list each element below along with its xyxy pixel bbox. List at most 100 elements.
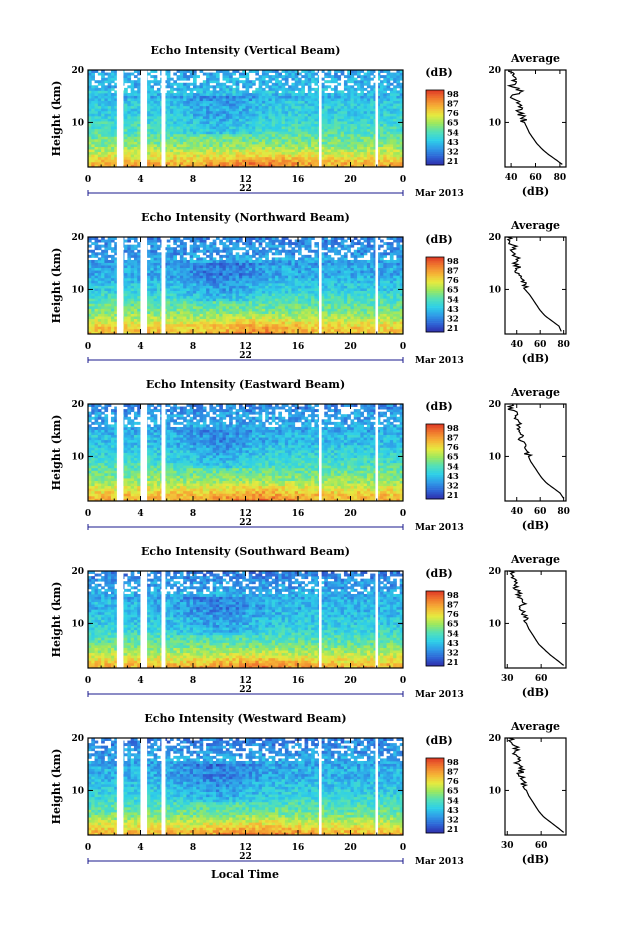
heatmap-cell xyxy=(124,110,128,114)
heatmap-cell xyxy=(209,146,214,150)
heatmap-cell xyxy=(114,100,118,104)
heatmap-cell xyxy=(389,131,394,135)
heatmap-cell xyxy=(130,110,135,114)
heatmap-cell xyxy=(101,311,105,314)
heatmap-cell xyxy=(189,100,194,104)
heatmap-cell xyxy=(196,272,200,276)
heatmap-cell xyxy=(304,164,309,168)
heatmap-cell xyxy=(127,275,132,279)
heatmap-cell xyxy=(193,144,197,147)
heatmap-cell xyxy=(101,326,105,330)
heatmap-cell xyxy=(202,154,207,158)
heatmap-cell xyxy=(199,313,204,317)
heatmap-cell xyxy=(183,247,187,251)
heatmap-cell xyxy=(340,146,345,150)
heatmap-cell xyxy=(284,82,289,86)
heatmap-cell xyxy=(173,108,177,112)
heatmap-cell xyxy=(91,87,95,91)
heatmap-cell xyxy=(189,141,194,145)
heatmap-cell xyxy=(156,80,161,84)
heatmap-cell xyxy=(219,328,223,332)
heatmap-cell xyxy=(399,156,404,160)
heatmap-cell xyxy=(137,95,141,99)
heatmap-cell xyxy=(94,293,99,297)
heatmap-cell xyxy=(380,126,384,130)
heatmap-cell xyxy=(114,237,118,240)
heatmap-cell xyxy=(327,126,332,130)
heatmap-cell xyxy=(353,77,358,81)
heatmap-cell xyxy=(229,144,233,147)
heatmap-cell xyxy=(170,87,174,91)
heatmap-cell xyxy=(133,247,138,251)
heatmap-cell xyxy=(88,80,92,84)
heatmap-cell xyxy=(150,146,155,150)
heatmap-cell xyxy=(278,85,282,89)
heatmap-cell xyxy=(186,75,191,79)
heatmap-cell xyxy=(291,82,296,86)
heatmap-cell xyxy=(153,126,158,130)
heatmap-cell xyxy=(189,321,194,325)
heatmap-cell xyxy=(383,80,387,84)
heatmap-cell xyxy=(170,295,174,299)
heatmap-cell xyxy=(248,136,253,140)
heatmap-cell xyxy=(170,300,174,304)
heatmap-cell xyxy=(147,254,151,258)
heatmap-cell xyxy=(294,72,299,76)
heatmap-cell xyxy=(199,113,204,117)
heatmap-cell xyxy=(242,70,246,73)
heatmap-cell xyxy=(104,275,109,279)
heatmap-cell xyxy=(107,239,112,243)
heatmap-cell xyxy=(235,90,240,94)
heatmap-cell xyxy=(255,70,260,73)
heatmap-cell xyxy=(186,146,191,150)
heatmap-cell xyxy=(101,90,105,94)
heatmap-cell xyxy=(133,105,138,109)
heatmap-cell xyxy=(150,115,155,119)
heatmap-cell xyxy=(389,87,394,91)
heatmap-cell xyxy=(261,110,266,114)
heatmap-cell xyxy=(334,154,338,158)
heatmap-cell xyxy=(396,141,401,145)
heatmap-cell xyxy=(91,313,95,317)
heatmap-cell xyxy=(343,115,348,119)
heatmap-cell xyxy=(383,90,387,94)
heatmap-cell xyxy=(366,123,371,127)
heatmap-cell xyxy=(337,123,342,127)
heatmap-cell xyxy=(215,290,220,294)
heatmap-cell xyxy=(373,87,378,91)
heatmap-cell xyxy=(133,326,138,330)
heatmap-cell xyxy=(150,272,155,276)
heatmap-cell xyxy=(130,252,135,256)
heatmap-cell xyxy=(147,82,151,86)
heatmap-cell xyxy=(104,100,109,104)
heatmap-cell xyxy=(291,133,296,137)
heatmap-cell xyxy=(222,154,227,158)
heatmap-cell xyxy=(186,95,191,99)
heatmap-cell xyxy=(360,90,365,94)
heatmap-cell xyxy=(291,151,296,155)
heatmap-cell xyxy=(320,123,325,127)
heatmap-cell xyxy=(373,118,378,122)
heatmap-cell xyxy=(94,92,99,96)
heatmap-cell xyxy=(196,288,200,291)
heatmap-cell xyxy=(399,144,404,147)
heatmap-cell xyxy=(386,100,391,104)
heatmap-cell xyxy=(179,141,184,145)
heatmap-cell xyxy=(206,87,210,91)
heatmap-cell xyxy=(324,164,328,168)
heatmap-cell xyxy=(110,308,115,312)
heatmap-cell xyxy=(343,92,348,96)
heatmap-cell xyxy=(88,144,92,147)
heatmap-cell xyxy=(209,265,214,269)
heatmap-cell xyxy=(101,87,105,91)
heatmap-cell xyxy=(294,126,299,130)
heatmap-cell xyxy=(196,123,200,127)
heatmap-cell xyxy=(327,144,332,147)
heatmap-cell xyxy=(337,156,342,160)
heatmap-cell xyxy=(114,126,118,130)
heatmap-cell xyxy=(179,272,184,276)
heatmap-cell xyxy=(196,300,200,304)
heatmap-cell xyxy=(124,328,128,332)
heatmap-cell xyxy=(265,70,269,73)
heatmap-cell xyxy=(202,328,207,332)
